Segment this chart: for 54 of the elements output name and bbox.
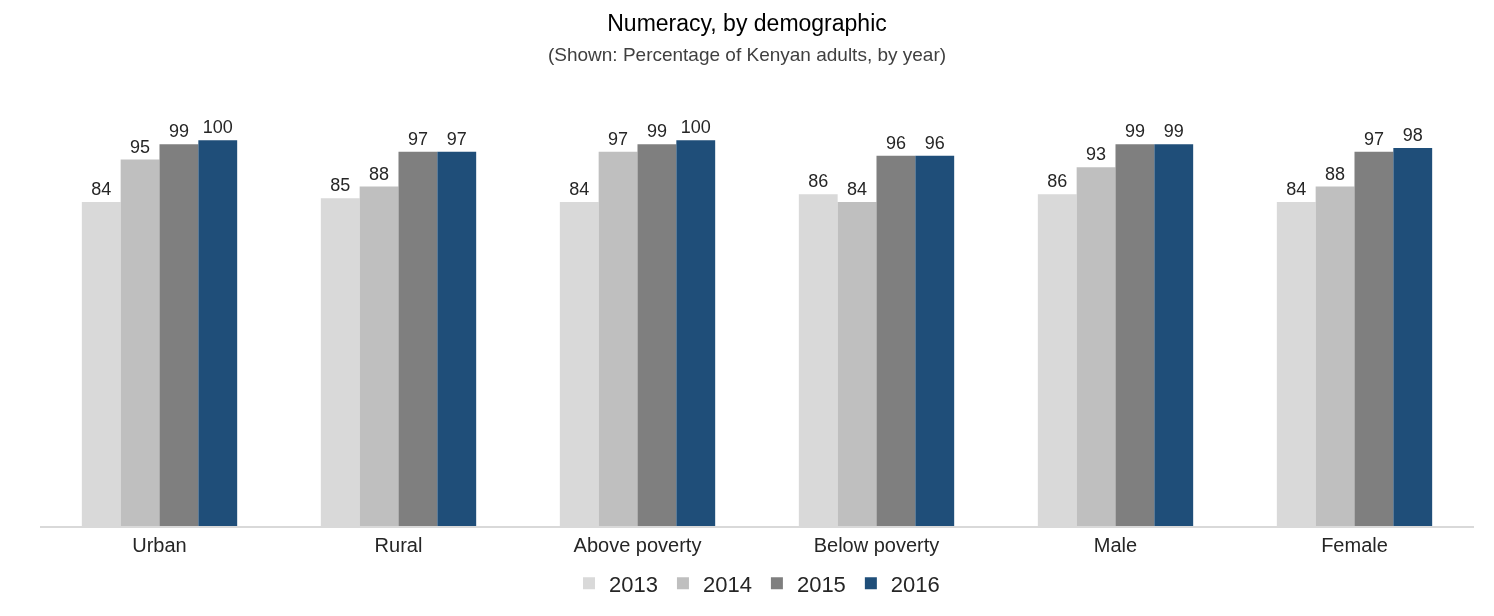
legend-label: 2014 [702, 571, 752, 597]
data-label: 96 [885, 132, 906, 153]
data-label: 95 [130, 136, 151, 157]
bar [837, 202, 877, 526]
x-tick-label: Urban [132, 533, 187, 556]
legend-label: 2013 [609, 571, 658, 597]
bar [1354, 151, 1394, 526]
bar [359, 186, 399, 526]
bar [1154, 144, 1194, 526]
data-label: 97 [1363, 128, 1384, 149]
data-label: 88 [1325, 163, 1346, 184]
data-label: 97 [446, 128, 467, 149]
x-tick-label: Above poverty [573, 533, 702, 556]
bar [198, 140, 238, 526]
data-label: 84 [569, 179, 590, 200]
bar [398, 151, 438, 526]
data-label: 88 [369, 163, 390, 184]
data-label: 84 [91, 179, 112, 200]
bar [915, 155, 955, 526]
data-label: 100 [202, 117, 233, 138]
x-tick-label: Female [1321, 533, 1388, 556]
data-label: 84 [1286, 179, 1307, 200]
bar [637, 144, 677, 526]
data-label: 99 [1124, 121, 1145, 142]
chart-subtitle: (Shown: Percentage of Kenyan adults, by year) [547, 43, 947, 65]
data-label: 85 [330, 175, 351, 196]
data-label: 97 [608, 128, 629, 149]
bar [598, 151, 638, 526]
legend-label: 2016 [890, 571, 940, 597]
data-label: 96 [924, 132, 945, 153]
data-label: 99 [168, 121, 189, 142]
data-label: 99 [646, 121, 667, 142]
bar [676, 140, 716, 526]
bar [159, 144, 199, 526]
bar [1076, 167, 1116, 526]
data-label: 86 [808, 171, 829, 192]
legend-label: 2015 [796, 571, 846, 597]
x-tick-label: Rural [374, 533, 423, 556]
bar [437, 151, 477, 526]
bar [876, 155, 916, 526]
bar [1115, 144, 1155, 526]
data-label: 84 [847, 179, 868, 200]
data-label: 100 [680, 117, 711, 138]
bar [1393, 148, 1433, 526]
data-label: 99 [1163, 121, 1184, 142]
data-label: 98 [1402, 125, 1423, 146]
data-label: 97 [407, 128, 428, 149]
chart-title: Numeracy, by demographic [607, 9, 887, 36]
bar [120, 159, 160, 526]
x-tick-label: Male [1093, 533, 1138, 556]
data-label: 86 [1047, 171, 1068, 192]
data-label: 93 [1086, 144, 1107, 165]
bar [1315, 186, 1355, 526]
x-tick-label: Below poverty [813, 533, 940, 556]
